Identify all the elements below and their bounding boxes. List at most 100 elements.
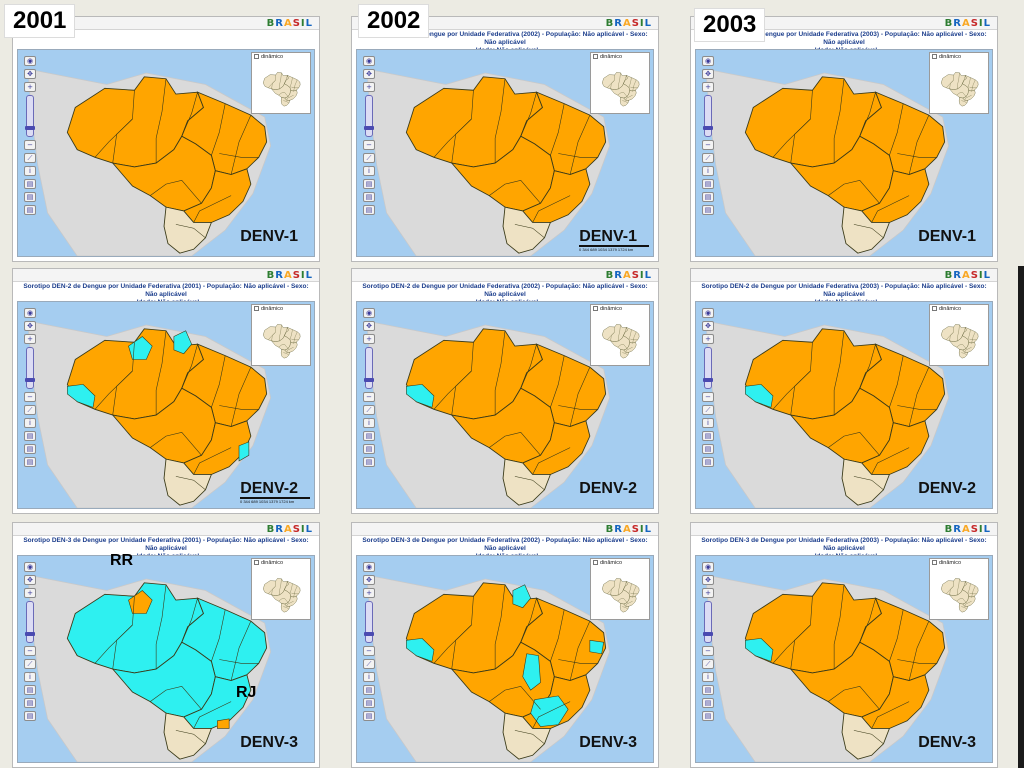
map-canvas[interactable]: ◉ ✥ + − ⟋ i ▤ ▤ ▤ dinâmico DENV-3 <box>695 555 993 763</box>
table-icon[interactable]: ▤ <box>24 711 36 721</box>
measure-icon[interactable]: ⟋ <box>702 659 714 669</box>
dynamic-checkbox[interactable]: dinâmico <box>932 54 961 61</box>
measure-icon[interactable]: ⟋ <box>24 153 36 163</box>
globe-icon[interactable]: ◉ <box>702 308 714 318</box>
zoom-in-icon[interactable]: + <box>702 334 714 344</box>
brazil-map[interactable] <box>696 50 992 256</box>
brazil-map[interactable] <box>357 302 653 508</box>
measure-icon[interactable]: ⟋ <box>363 405 375 415</box>
zoom-in-icon[interactable]: + <box>702 82 714 92</box>
legend-icon[interactable]: ▤ <box>363 698 375 708</box>
zoom-in-icon[interactable]: + <box>24 588 36 598</box>
zoom-out-icon[interactable]: − <box>24 392 36 402</box>
zoom-out-icon[interactable]: − <box>363 392 375 402</box>
table-icon[interactable]: ▤ <box>363 205 375 215</box>
info-icon[interactable]: i <box>24 418 36 428</box>
layers-icon[interactable]: ▤ <box>702 685 714 695</box>
zoom-slider[interactable] <box>364 347 374 389</box>
map-canvas[interactable]: ◉ ✥ + − ⟋ i ▤ ▤ ▤ dinâmico DENV-1 <box>17 49 315 257</box>
zoom-slider-knob[interactable] <box>703 632 713 636</box>
globe-icon[interactable]: ◉ <box>24 308 36 318</box>
dynamic-checkbox[interactable]: dinâmico <box>254 306 283 313</box>
zoom-slider[interactable] <box>25 601 35 643</box>
zoom-in-icon[interactable]: + <box>702 588 714 598</box>
zoom-slider-knob[interactable] <box>25 126 35 130</box>
zoom-out-icon[interactable]: − <box>24 140 36 150</box>
overview-minimap[interactable]: dinâmico <box>251 558 311 620</box>
table-icon[interactable]: ▤ <box>24 457 36 467</box>
map-canvas[interactable]: ◉ ✥ + − ⟋ i ▤ ▤ ▤ dinâmico DENV-2 <box>695 301 993 509</box>
measure-icon[interactable]: ⟋ <box>702 405 714 415</box>
zoom-slider-knob[interactable] <box>25 378 35 382</box>
overview-minimap[interactable]: dinâmico <box>590 558 650 620</box>
measure-icon[interactable]: ⟋ <box>363 153 375 163</box>
pan-icon[interactable]: ✥ <box>702 69 714 79</box>
checkbox[interactable] <box>932 560 937 565</box>
zoom-slider-knob[interactable] <box>25 632 35 636</box>
info-icon[interactable]: i <box>702 418 714 428</box>
checkbox[interactable] <box>932 54 937 59</box>
legend-icon[interactable]: ▤ <box>363 444 375 454</box>
pan-icon[interactable]: ✥ <box>24 321 36 331</box>
brazil-map[interactable] <box>696 556 992 762</box>
zoom-slider[interactable] <box>25 347 35 389</box>
table-icon[interactable]: ▤ <box>363 457 375 467</box>
table-icon[interactable]: ▤ <box>363 711 375 721</box>
layers-icon[interactable]: ▤ <box>702 431 714 441</box>
globe-icon[interactable]: ◉ <box>363 562 375 572</box>
table-icon[interactable]: ▤ <box>702 205 714 215</box>
globe-icon[interactable]: ◉ <box>702 562 714 572</box>
info-icon[interactable]: i <box>24 672 36 682</box>
map-canvas[interactable]: ◉ ✥ + − ⟋ i ▤ ▤ ▤ dinâmico DENV-1 <box>695 49 993 257</box>
checkbox[interactable] <box>593 306 598 311</box>
legend-icon[interactable]: ▤ <box>363 192 375 202</box>
table-icon[interactable]: ▤ <box>702 711 714 721</box>
pan-icon[interactable]: ✥ <box>363 69 375 79</box>
zoom-slider[interactable] <box>703 601 713 643</box>
overview-minimap[interactable]: dinâmico <box>251 304 311 366</box>
zoom-out-icon[interactable]: − <box>702 646 714 656</box>
info-icon[interactable]: i <box>363 672 375 682</box>
pan-icon[interactable]: ✥ <box>702 575 714 585</box>
checkbox[interactable] <box>254 560 259 565</box>
legend-icon[interactable]: ▤ <box>24 698 36 708</box>
pan-icon[interactable]: ✥ <box>363 321 375 331</box>
layers-icon[interactable]: ▤ <box>363 685 375 695</box>
measure-icon[interactable]: ⟋ <box>24 659 36 669</box>
dynamic-checkbox[interactable]: dinâmico <box>593 306 622 313</box>
overview-minimap[interactable]: dinâmico <box>590 304 650 366</box>
globe-icon[interactable]: ◉ <box>363 308 375 318</box>
zoom-in-icon[interactable]: + <box>24 82 36 92</box>
checkbox[interactable] <box>593 560 598 565</box>
checkbox[interactable] <box>254 306 259 311</box>
overview-minimap[interactable]: dinâmico <box>929 52 989 114</box>
dynamic-checkbox[interactable]: dinâmico <box>593 560 622 567</box>
brazil-map[interactable] <box>696 302 992 508</box>
dynamic-checkbox[interactable]: dinâmico <box>593 54 622 61</box>
zoom-slider[interactable] <box>703 95 713 137</box>
map-canvas[interactable]: ◉ ✥ + − ⟋ i ▤ ▤ ▤ dinâmico DENV-2 <box>356 301 654 509</box>
pan-icon[interactable]: ✥ <box>24 575 36 585</box>
checkbox[interactable] <box>593 54 598 59</box>
zoom-in-icon[interactable]: + <box>363 82 375 92</box>
info-icon[interactable]: i <box>363 418 375 428</box>
zoom-slider[interactable] <box>364 95 374 137</box>
zoom-out-icon[interactable]: − <box>363 646 375 656</box>
layers-icon[interactable]: ▤ <box>24 431 36 441</box>
dynamic-checkbox[interactable]: dinâmico <box>932 306 961 313</box>
zoom-out-icon[interactable]: − <box>702 392 714 402</box>
zoom-slider[interactable] <box>25 95 35 137</box>
brazil-map[interactable] <box>18 302 314 508</box>
legend-icon[interactable]: ▤ <box>24 192 36 202</box>
layers-icon[interactable]: ▤ <box>363 431 375 441</box>
layers-icon[interactable]: ▤ <box>24 685 36 695</box>
zoom-out-icon[interactable]: − <box>24 646 36 656</box>
dynamic-checkbox[interactable]: dinâmico <box>254 54 283 61</box>
checkbox[interactable] <box>254 54 259 59</box>
table-icon[interactable]: ▤ <box>702 457 714 467</box>
overview-minimap[interactable]: dinâmico <box>929 558 989 620</box>
pan-icon[interactable]: ✥ <box>24 69 36 79</box>
zoom-in-icon[interactable]: + <box>363 334 375 344</box>
globe-icon[interactable]: ◉ <box>24 56 36 66</box>
info-icon[interactable]: i <box>24 166 36 176</box>
